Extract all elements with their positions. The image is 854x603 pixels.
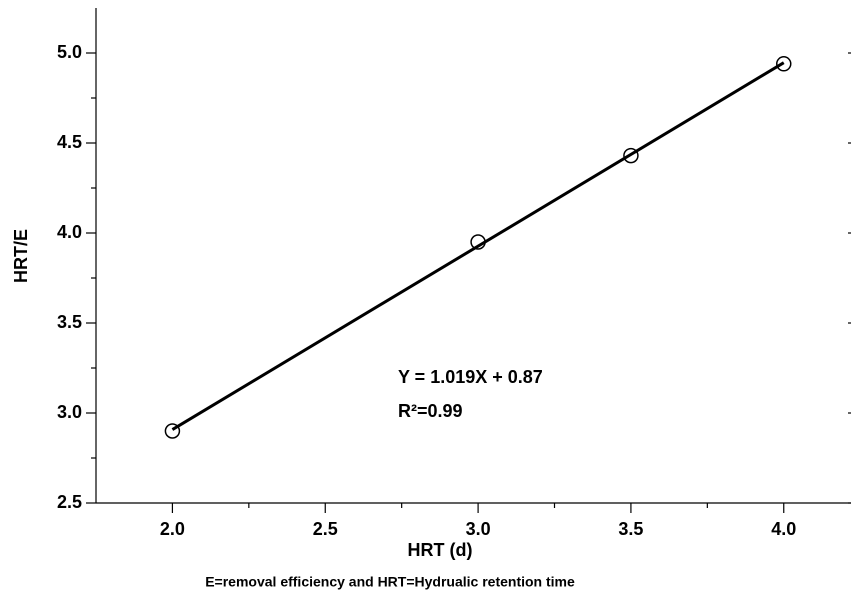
point: [164, 423, 181, 439]
y-tick-label: 2.5: [57, 492, 82, 512]
x-tick-label: 4.0: [771, 519, 796, 539]
x-tick-label: 2.5: [313, 519, 338, 539]
caption: E=removal efficiency and HRT=Hydrualic r…: [205, 574, 575, 590]
y-tick-label: 4.0: [57, 222, 82, 242]
y-tick-label: 4.5: [57, 132, 82, 152]
x-tick-label: 3.5: [618, 519, 643, 539]
x-axis-title: HRT (d): [408, 540, 473, 560]
x-tick-label: 3.0: [466, 519, 491, 539]
y-axis-title: HRT/E: [11, 229, 31, 283]
y-tick-label: 3.0: [57, 402, 82, 422]
y-tick-label: 3.5: [57, 312, 82, 332]
point: [470, 234, 486, 250]
x-tick-label: 2.0: [160, 519, 185, 539]
r-squared: R²=0.99: [398, 401, 463, 421]
fit-line: [171, 61, 785, 431]
point: [776, 56, 792, 72]
y-tick-label: 5.0: [57, 42, 82, 62]
point: [623, 147, 639, 164]
equation: Y = 1.019X + 0.87: [398, 367, 543, 387]
